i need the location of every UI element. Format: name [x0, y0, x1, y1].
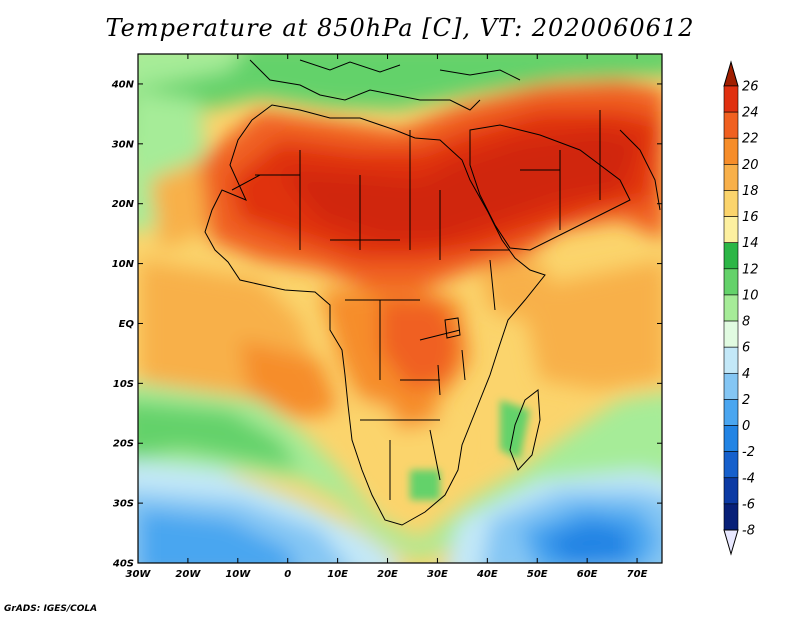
colorbar-label: 24 — [742, 106, 759, 121]
colorbar-box — [723, 451, 739, 479]
lon-tick-label: 40E — [476, 569, 498, 580]
colorbar-box — [723, 346, 739, 374]
lat-tick-label: 10N — [112, 259, 135, 270]
map-title: Temperature at 850hPa [C], VT: 202006061… — [105, 14, 695, 42]
colorbar-label: -6 — [742, 497, 755, 512]
longitude-axis: 30W 20W 10W 0 10E 20E 30E 40E 50E 60E 70E — [126, 54, 648, 580]
lon-tick-label: 0 — [284, 569, 291, 580]
colorbar-label: -4 — [742, 471, 755, 486]
colorbar-box — [723, 294, 739, 322]
colorbar-label: 8 — [742, 315, 750, 330]
lon-tick-label: 30E — [427, 569, 448, 580]
lat-tick-label: 10S — [113, 379, 134, 390]
colorbar-box — [723, 190, 739, 217]
coastlines — [204, 59, 661, 526]
colorbar-box — [723, 242, 739, 270]
lon-tick-label: 70E — [627, 569, 648, 580]
colorbar-box — [723, 216, 739, 244]
lon-tick-label: 60E — [577, 569, 598, 580]
colorbar-label: 20 — [742, 158, 759, 173]
colorbar-label: 14 — [742, 236, 759, 251]
colorbar-box — [723, 111, 739, 139]
map-frame — [137, 53, 663, 564]
lon-tick-label: 20W — [175, 569, 201, 580]
colorbar-box — [723, 503, 739, 531]
colorbar-box — [723, 399, 739, 426]
lon-tick-label: 30W — [126, 569, 152, 580]
colorbar-label: 2 — [742, 393, 750, 408]
colorbar-bottom-triangle — [723, 529, 739, 556]
lat-tick-label: 30S — [113, 499, 134, 510]
lon-tick-label: 10E — [327, 569, 348, 580]
colorbar-box — [723, 164, 739, 191]
lat-tick-label: 20N — [112, 199, 135, 210]
lat-tick-label: EQ — [119, 319, 135, 330]
lat-tick-label: 30N — [112, 139, 135, 150]
colorbar-label: -2 — [742, 445, 755, 460]
colorbar-label: 6 — [742, 341, 750, 356]
colorbar-label: 12 — [742, 262, 759, 277]
colorbar-box — [723, 85, 739, 113]
colorbar-box — [723, 320, 739, 348]
colorbar-box — [723, 137, 739, 165]
colorbar-box — [723, 372, 739, 400]
colorbar-label: 10 — [742, 288, 759, 303]
colorbar-box — [723, 477, 739, 505]
lat-tick-label: 20S — [113, 439, 134, 450]
colorbar-label: 16 — [742, 210, 759, 225]
colorbar-box — [723, 425, 739, 452]
colorbar-label: 0 — [742, 419, 750, 434]
lon-tick-label: 50E — [527, 569, 548, 580]
colorbar-top-triangle — [723, 60, 739, 87]
colorbar-label: 18 — [742, 184, 759, 199]
latitude-axis: 40N 30N 20N 10N EQ 10S 20S 30S 40S — [111, 79, 662, 570]
colorbar-label: 26 — [742, 80, 759, 95]
colorbar-label: -8 — [742, 524, 755, 539]
lat-tick-label: 40S — [112, 559, 134, 570]
lon-tick-label: 20E — [377, 569, 398, 580]
lon-tick-label: 10W — [225, 569, 251, 580]
temperature-field — [138, 54, 662, 563]
lat-tick-label: 40N — [111, 79, 135, 90]
colorbar-label: 4 — [742, 367, 750, 382]
colorbar-box — [723, 268, 739, 296]
colorbar-label: 22 — [742, 132, 759, 147]
credit-text: GrADS: IGES/COLA — [4, 604, 98, 614]
